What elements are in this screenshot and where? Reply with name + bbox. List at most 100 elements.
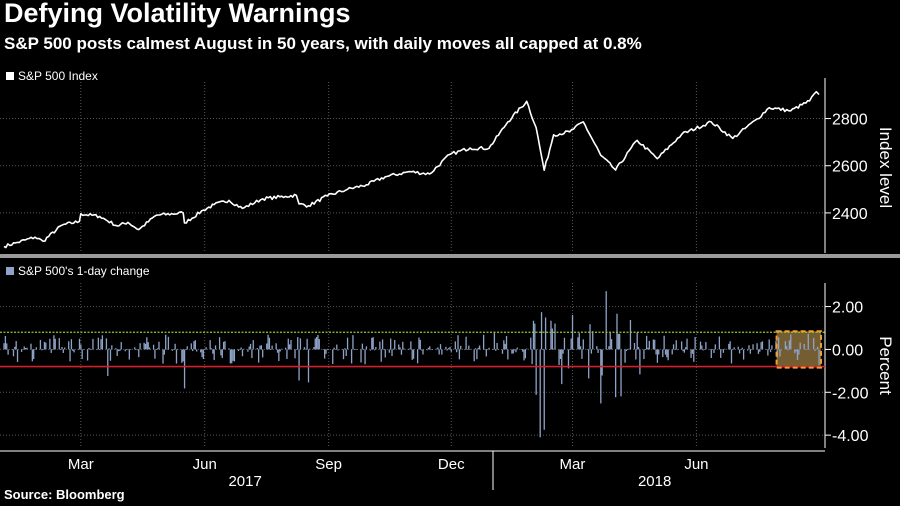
change-bar <box>586 349 588 351</box>
change-bar <box>69 349 71 362</box>
change-bar <box>450 349 452 352</box>
change-bar <box>128 349 130 360</box>
change-bar <box>294 349 296 359</box>
change-bar <box>656 349 659 363</box>
change-bar <box>539 349 541 438</box>
change-bar <box>287 338 289 350</box>
change-bar <box>756 343 758 350</box>
change-bar <box>403 348 405 350</box>
change-bar <box>148 347 151 350</box>
change-bar <box>58 338 60 350</box>
legend-swatch-blue <box>6 267 14 275</box>
change-bar <box>306 338 308 350</box>
change-bar <box>248 346 250 350</box>
change-bar <box>759 349 761 352</box>
change-bar <box>504 343 506 350</box>
change-bar <box>34 349 36 351</box>
change-bar <box>202 349 205 360</box>
panel-divider <box>0 254 900 258</box>
change-bar <box>675 340 677 350</box>
change-bar <box>771 345 773 350</box>
change-bar <box>388 349 390 353</box>
change-bar <box>33 349 35 360</box>
change-bar <box>201 349 203 358</box>
change-bar <box>596 346 598 350</box>
change-bar <box>786 345 788 350</box>
change-bar <box>488 347 490 350</box>
change-bar <box>15 341 17 350</box>
change-bar <box>372 337 374 350</box>
change-bar <box>379 341 381 350</box>
change-bar <box>326 349 329 351</box>
change-bar <box>702 349 704 351</box>
change-bar <box>86 349 89 361</box>
x-tick-label: Dec <box>438 456 465 473</box>
change-bar <box>449 346 451 350</box>
change-bar <box>258 349 260 363</box>
change-bar <box>81 349 83 360</box>
change-bar <box>116 349 118 356</box>
change-bar <box>356 349 358 351</box>
change-bar <box>328 349 330 351</box>
change-bar <box>49 338 51 350</box>
change-bar <box>30 343 32 350</box>
change-bar <box>663 335 665 350</box>
y-tick-label: 0.00 <box>832 342 863 359</box>
change-bar <box>757 349 760 354</box>
change-bar <box>507 349 509 360</box>
change-bar <box>194 340 196 350</box>
y-tick-label: -2.00 <box>832 385 869 402</box>
change-bar <box>295 349 298 351</box>
change-bar <box>473 349 475 362</box>
change-bar <box>251 349 253 359</box>
change-bar <box>625 349 628 352</box>
change-bar <box>790 334 792 350</box>
change-bar <box>501 349 504 354</box>
year-label: 2017 <box>228 473 261 490</box>
change-bar <box>402 341 404 350</box>
change-bar <box>138 349 140 358</box>
change-bar <box>163 349 166 355</box>
change-bar <box>371 337 373 350</box>
change-bar <box>524 349 527 359</box>
change-bar <box>167 336 170 350</box>
change-bar <box>373 349 376 351</box>
change-bar <box>315 337 318 350</box>
change-bar <box>209 340 211 350</box>
change-bar <box>383 349 385 351</box>
change-bar <box>674 349 676 351</box>
change-bar <box>88 348 90 350</box>
change-bar <box>628 348 630 350</box>
change-bar <box>276 349 279 353</box>
change-bar <box>426 349 428 351</box>
change-bar <box>233 349 236 362</box>
change-panel: -4.00 -2.00 0.00 2.00 Percent <box>0 283 895 448</box>
change-bar <box>569 349 571 351</box>
change-bar <box>341 349 343 351</box>
change-bar <box>540 312 543 350</box>
change-bar <box>608 346 610 350</box>
change-bar <box>567 349 570 369</box>
change-bar <box>196 349 198 352</box>
change-bar <box>345 349 347 356</box>
change-bar <box>96 349 98 351</box>
change-bar <box>231 349 233 364</box>
change-bar <box>482 334 485 350</box>
change-bar <box>214 345 217 350</box>
legend-swatch-white <box>6 72 14 80</box>
x-tick-label: Jun <box>684 456 708 473</box>
change-bar <box>317 334 319 350</box>
change-bar <box>476 349 478 360</box>
change-bar <box>353 349 355 351</box>
change-bar <box>799 342 801 350</box>
change-bar <box>23 346 25 350</box>
change-bar <box>12 349 15 357</box>
change-bar <box>11 349 13 351</box>
change-bar <box>337 349 339 351</box>
change-bar <box>381 339 384 350</box>
change-bar <box>171 349 174 351</box>
change-bar <box>749 349 751 354</box>
change-bar <box>447 348 450 350</box>
y-tick-label: 2.00 <box>832 300 863 317</box>
change-bar <box>465 336 467 350</box>
